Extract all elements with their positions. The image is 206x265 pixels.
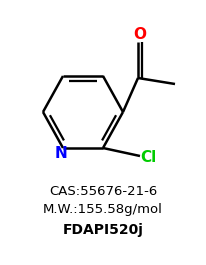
Text: FDAPI520j: FDAPI520j [62, 223, 143, 237]
Text: CAS:55676-21-6: CAS:55676-21-6 [49, 186, 156, 198]
Text: Cl: Cl [139, 151, 155, 166]
Text: N: N [54, 145, 67, 161]
Text: M.W.:155.58g/mol: M.W.:155.58g/mol [43, 204, 162, 217]
Text: O: O [133, 26, 146, 42]
